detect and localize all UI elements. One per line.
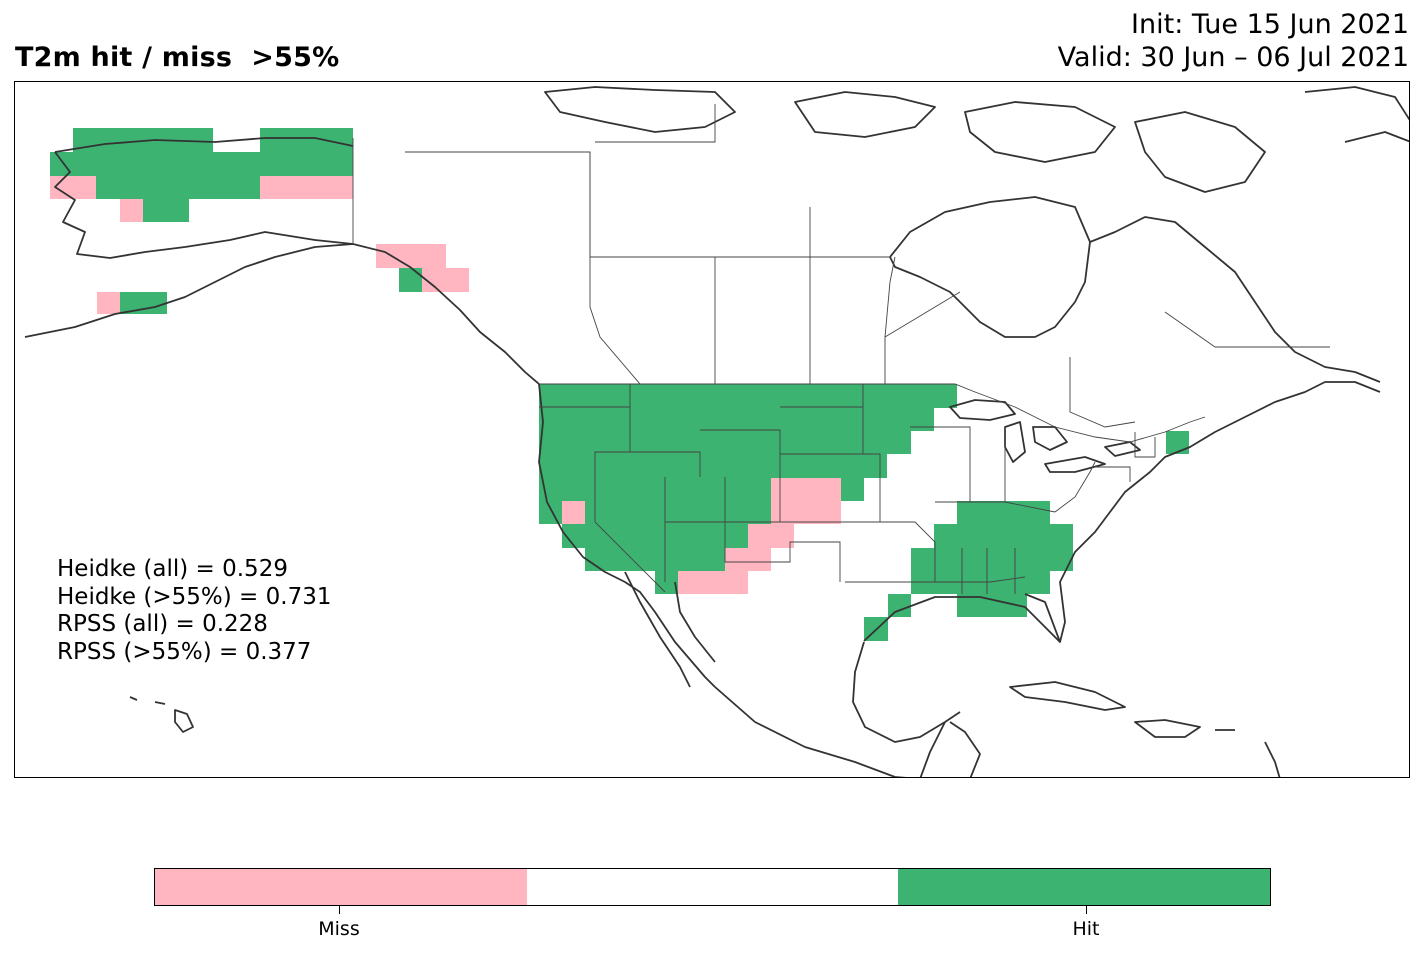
init-date: Init: Tue 15 Jun 2021 — [1131, 9, 1409, 40]
miss-cells — [50, 176, 841, 594]
colorbar — [154, 868, 1271, 906]
rpss-all: RPSS (all) = 0.228 — [57, 611, 268, 637]
colorbar-hit — [898, 869, 1271, 905]
colorbar-label-hit: Hit — [1072, 918, 1100, 940]
map-title: T2m hit / miss >55% — [15, 42, 340, 73]
valid-dates: Valid: 30 Jun – 06 Jul 2021 — [1057, 42, 1409, 73]
rpss-55: RPSS (>55%) = 0.377 — [57, 638, 312, 665]
map-canvas — [24, 86, 1409, 777]
heidke-55: Heidke (>55%) = 0.731 — [57, 583, 332, 610]
date-info: Init: Tue 15 Jun 2021 Valid: 30 Jun – 06… — [1058, 8, 1409, 74]
colorbar-label-miss: Miss — [318, 918, 360, 940]
colorbar-miss — [155, 869, 527, 905]
map-panel — [14, 81, 1410, 778]
colorbar-tick-miss — [339, 906, 340, 914]
coastlines — [24, 86, 1409, 777]
heidke-all: Heidke (all) = 0.529 — [57, 556, 288, 582]
admin-borders — [352, 104, 1330, 594]
colorbar-neutral — [526, 869, 899, 905]
colorbar-tick-hit — [1086, 906, 1087, 914]
skill-scores: Heidke (all) = 0.529 Heidke (>55%) = 0.7… — [57, 556, 331, 666]
